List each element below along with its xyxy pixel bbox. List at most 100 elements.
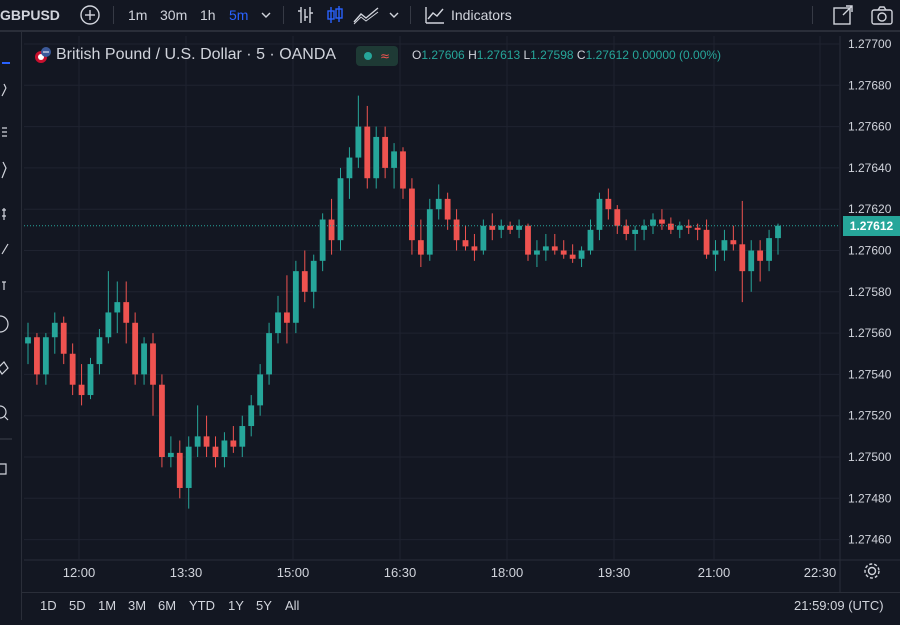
candle — [105, 271, 112, 344]
toolbar-divider — [283, 6, 284, 24]
candle-body — [641, 225, 647, 230]
range-1d[interactable]: 1D — [40, 598, 57, 613]
candle-body — [123, 302, 130, 323]
range-5d[interactable]: 5D — [69, 598, 86, 613]
indicators-button[interactable]: Indicators — [451, 7, 512, 23]
candle-body — [346, 157, 353, 179]
interval-1m[interactable]: 1m — [128, 7, 148, 23]
fullscreen-icon[interactable] — [832, 4, 854, 31]
y-tick-label: 1.27540 — [848, 367, 892, 381]
add-symbol-icon[interactable] — [79, 4, 101, 31]
range-1m[interactable]: 1M — [98, 598, 117, 613]
y-tick-label: 1.27520 — [848, 409, 892, 423]
candle — [542, 233, 549, 261]
settings-gear-icon[interactable] — [863, 562, 881, 585]
candle — [364, 105, 371, 189]
candle-body — [301, 271, 308, 292]
range-5y[interactable]: 5Y — [256, 598, 272, 613]
interval-30m[interactable]: 30m — [160, 7, 188, 23]
candle-body — [382, 136, 389, 168]
candle-body — [159, 384, 165, 457]
range-3m[interactable]: 3M — [128, 598, 147, 613]
candle-body — [42, 337, 49, 375]
candle — [382, 126, 389, 179]
candle — [69, 343, 76, 396]
candle-body — [284, 312, 290, 323]
candle-body — [230, 440, 237, 447]
candle — [301, 250, 308, 303]
range-ytd[interactable]: YTD — [189, 598, 215, 613]
candle-body — [694, 227, 701, 230]
x-tick-label: 19:30 — [598, 565, 631, 580]
candle-body — [444, 198, 451, 220]
candle-body — [667, 223, 674, 230]
candle — [203, 415, 210, 457]
range-1y[interactable]: 1Y — [228, 598, 244, 613]
measure-icon — [2, 208, 6, 220]
interval-1h[interactable]: 1h — [200, 7, 216, 23]
candle — [775, 223, 781, 255]
candle-body — [176, 452, 183, 488]
x-tick-label: 22:30 — [804, 565, 837, 580]
chevron-down-icon[interactable] — [388, 8, 400, 26]
candle-body — [105, 312, 112, 338]
candle-body — [319, 219, 326, 261]
candle-body — [337, 178, 344, 241]
open-label: O — [412, 48, 422, 62]
open-value: 1.27606 — [421, 48, 465, 62]
candle — [212, 436, 219, 468]
candle-body — [632, 229, 639, 234]
candle-body — [542, 246, 549, 251]
candle — [435, 184, 442, 220]
candle-body — [605, 198, 612, 210]
candle — [167, 436, 174, 468]
y-tick-label: 1.27640 — [848, 161, 892, 175]
candle — [507, 221, 514, 234]
candle — [453, 209, 460, 251]
candle — [266, 322, 272, 385]
bar-style-icon[interactable] — [296, 5, 316, 30]
candle — [641, 219, 647, 241]
candle — [355, 95, 362, 168]
candle — [337, 167, 344, 251]
candle — [132, 312, 139, 385]
candle — [60, 316, 67, 365]
indicators-icon[interactable] — [424, 5, 446, 30]
interval-5m[interactable]: 5m — [229, 7, 249, 23]
candle-body — [676, 225, 683, 230]
close-value: 1.27612 — [585, 48, 629, 62]
candle — [400, 147, 406, 199]
candle — [587, 219, 594, 255]
x-tick-label: 16:30 — [384, 565, 417, 580]
candle-body — [712, 250, 719, 255]
candle — [471, 233, 478, 261]
range-6m[interactable]: 6M — [158, 598, 177, 613]
area-style-icon[interactable] — [353, 5, 379, 30]
candle-style-icon[interactable] — [325, 5, 345, 30]
chevron-down-icon[interactable] — [260, 8, 272, 26]
candle-body — [721, 240, 728, 251]
candle — [685, 219, 692, 234]
market-status-badge[interactable]: ≈ — [356, 46, 398, 66]
symbol-label[interactable]: GBPUSD — [0, 7, 60, 23]
candle-body — [757, 250, 764, 261]
candle-body — [25, 337, 31, 344]
candle — [551, 233, 558, 255]
candle-body — [596, 198, 603, 230]
range-all[interactable]: All — [285, 598, 300, 613]
candle — [667, 217, 674, 234]
y-tick-label: 1.27620 — [848, 202, 892, 216]
candle — [114, 281, 121, 334]
candle — [426, 198, 433, 261]
candle-body — [292, 271, 299, 323]
candle-body — [78, 384, 85, 396]
camera-icon[interactable] — [870, 4, 894, 31]
candle — [650, 213, 656, 234]
candle — [159, 374, 165, 468]
candle — [42, 333, 49, 385]
candle-body — [355, 126, 362, 158]
candle-body — [614, 209, 621, 226]
candle-body — [373, 136, 380, 179]
candle-body — [730, 240, 737, 245]
